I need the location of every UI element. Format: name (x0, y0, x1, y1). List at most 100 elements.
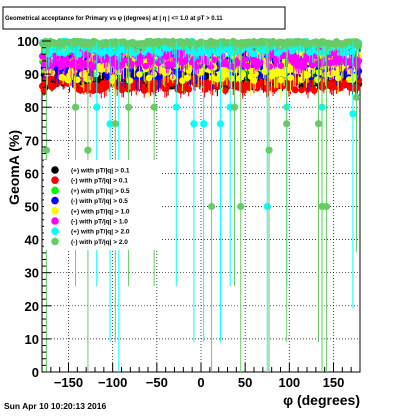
y-tick-label: 90 (25, 67, 39, 82)
data-point (128, 60, 135, 68)
data-point (237, 202, 245, 211)
data-point (136, 71, 143, 78)
data-point (277, 76, 285, 84)
data-point (299, 63, 307, 71)
data-point (179, 77, 186, 84)
data-point (84, 146, 92, 154)
legend-label: (-) with pT/|q| > 0.1 (71, 178, 128, 185)
x-tick-label: 0 (197, 375, 204, 390)
data-point (150, 103, 158, 111)
data-point (252, 70, 259, 78)
data-point (264, 53, 272, 61)
y-tick-label: 100 (17, 34, 39, 49)
legend-label: (+) with pT/|q| > 1.0 (71, 208, 130, 215)
data-point (104, 73, 111, 80)
legend-marker (51, 217, 59, 225)
legend-marker (51, 237, 59, 246)
x-tick-label: 150 (323, 375, 345, 390)
data-point (216, 120, 225, 128)
data-point (40, 87, 48, 94)
series-7 (39, 37, 363, 54)
data-point (230, 103, 239, 111)
data-point (265, 146, 273, 154)
data-point (190, 120, 198, 128)
data-point (172, 103, 180, 111)
legend-label: (+) with pT/|q| > 0.1 (71, 168, 130, 175)
legend-marker (51, 166, 59, 174)
data-point (169, 61, 177, 68)
data-point (277, 62, 285, 69)
data-point (71, 103, 80, 111)
data-point (208, 202, 216, 211)
legend-marker (51, 186, 59, 195)
x-tick-label: −150 (54, 375, 83, 390)
data-point (200, 120, 208, 128)
title-frame (2, 6, 286, 30)
data-point (93, 103, 101, 111)
x-tick-label: −50 (146, 375, 168, 390)
data-point (279, 83, 286, 90)
data-point (183, 74, 191, 82)
data-point (106, 120, 114, 128)
data-point (118, 62, 126, 69)
data-point (228, 75, 235, 82)
data-point (221, 87, 229, 94)
data-point (42, 146, 51, 154)
data-point (145, 74, 153, 82)
data-point (314, 120, 323, 128)
legend-label: (-) with pT/|q| > 0.5 (71, 198, 128, 205)
data-point (291, 86, 299, 94)
data-point (156, 72, 164, 80)
y-tick-label: 70 (25, 133, 39, 148)
data-point (287, 74, 294, 81)
data-point (185, 85, 193, 93)
y-tick-label: 0 (32, 365, 39, 380)
data-point (90, 63, 97, 71)
data-point (334, 74, 342, 82)
x-axis-title: φ (degrees) (283, 392, 360, 408)
data-point (241, 56, 248, 63)
chart-title: Geometrical acceptance for Primary vs φ … (5, 16, 223, 22)
data-point (304, 71, 312, 79)
title-box: Geometrical acceptance for Primary vs φ … (2, 6, 286, 30)
data-point (244, 62, 251, 70)
y-tick-label: 20 (25, 299, 39, 314)
data-point (136, 58, 143, 65)
data-point (314, 76, 321, 83)
data-point (250, 50, 258, 58)
legend-label: (+) with pT/|q| > 0.5 (71, 188, 130, 195)
data-point (311, 87, 318, 94)
data-point (355, 57, 363, 65)
data-point (298, 86, 305, 94)
legend-marker (51, 207, 59, 215)
data-point (111, 120, 119, 128)
y-axis-title: GeomA (%) (6, 130, 22, 205)
legend-marker (51, 196, 59, 205)
data-point (350, 73, 358, 81)
y-tick-label: 80 (25, 100, 39, 115)
y-tick-label: 50 (25, 200, 39, 215)
data-point (191, 63, 199, 70)
data-point (210, 56, 218, 63)
data-point (250, 77, 258, 84)
data-point (163, 84, 170, 92)
data-point (124, 103, 133, 111)
data-point (266, 63, 274, 70)
y-tick-label: 40 (25, 233, 39, 248)
data-point (355, 40, 363, 47)
data-point (75, 50, 83, 58)
legend: (+) with pT/|q| > 0.1 (-) with pT/|q| > 0… (44, 160, 162, 250)
data-point (155, 59, 162, 67)
data-point (62, 55, 70, 62)
data-point (61, 50, 69, 57)
footer-timestamp: Sun Apr 10 10:20:13 2016 (4, 401, 106, 411)
data-point (322, 202, 331, 211)
data-point (352, 93, 361, 101)
data-point (175, 71, 183, 78)
legend-label: (+) with pT/|q| > 2.0 (71, 229, 130, 236)
data-point (263, 202, 271, 211)
data-point (353, 84, 361, 91)
data-point (50, 82, 57, 90)
data-point (229, 49, 237, 57)
